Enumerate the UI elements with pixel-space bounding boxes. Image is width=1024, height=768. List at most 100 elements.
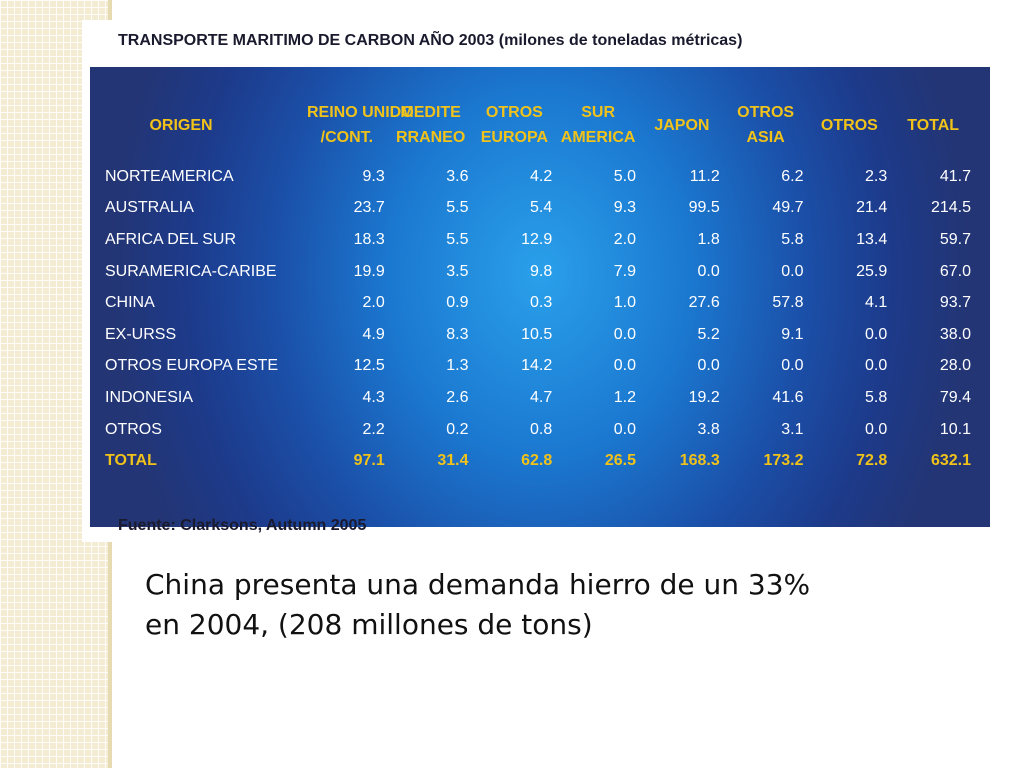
value-cell: 3.5	[446, 262, 469, 280]
column-header-line: /CONT.	[320, 129, 374, 146]
value-cell: 67.0	[939, 262, 971, 280]
body-line: China presenta una demanda hierro de un …	[145, 568, 811, 601]
value-cell: 9.1	[781, 325, 804, 343]
value-cell: 9.3	[613, 199, 636, 217]
value-cell: 57.8	[772, 294, 804, 312]
column-header-line: AMERICA	[560, 129, 636, 146]
value-cell: 9.8	[530, 262, 553, 280]
value-cell: 0.0	[865, 357, 888, 375]
value-cell: 26.5	[604, 452, 636, 470]
column-header-line: EUROPA	[480, 129, 548, 146]
value-cell: 38.0	[939, 325, 971, 343]
value-cell: 28.0	[939, 357, 971, 375]
table-row: CHINA 2.0 0.9 0.3 1.0 27.6 57.8 4.1 93.7	[105, 287, 975, 319]
value-cell: 632.1	[930, 452, 971, 470]
value-cell: 1.0	[613, 294, 636, 312]
value-cell: 93.7	[939, 294, 971, 312]
value-cell: 4.9	[362, 325, 385, 343]
table-header-row: ORIGEN REINO UNIDO/CONT. MEDITE RRANEO OTROS…	[105, 89, 975, 161]
table-panel: ORIGEN REINO UNIDO/CONT. MEDITE RRANEO OTROS…	[90, 67, 990, 527]
value-cell: 5.5	[446, 230, 469, 248]
column-header-line: REINO UNIDO	[307, 104, 414, 121]
value-cell: 1.8	[697, 230, 720, 248]
value-cell: 41.6	[772, 388, 804, 406]
value-cell: 1.2	[613, 388, 636, 406]
value-cell: 2.2	[362, 420, 385, 438]
value-cell: 18.3	[353, 230, 385, 248]
value-cell: 2.6	[446, 388, 469, 406]
value-cell: 0.2	[446, 420, 469, 438]
value-cell: 3.1	[781, 420, 804, 438]
table-row: INDONESIA 4.3 2.6 4.7 1.2 19.2 41.6 5.8 79.4	[105, 382, 975, 414]
value-cell: 62.8	[521, 452, 553, 470]
value-cell: 59.7	[939, 230, 971, 248]
coal-transport-table: ORIGEN REINO UNIDO/CONT. MEDITE RRANEO OTROS…	[105, 89, 975, 477]
table-total-row: TOTAL 97.1 31.4 62.8 26.5 168.3 173.2 72.8 632.1	[105, 445, 975, 477]
value-cell: 49.7	[772, 199, 804, 217]
value-cell: 0.9	[446, 294, 469, 312]
value-cell: 2.0	[362, 294, 385, 312]
value-cell: 4.3	[362, 388, 385, 406]
value-cell: 12.5	[353, 357, 385, 375]
column-header-line: JAPON	[654, 116, 710, 134]
value-cell: 0.0	[781, 262, 804, 280]
figure-title: TRANSPORTE MARITIMO DE CARBON AÑO 2003 (…	[118, 32, 743, 49]
value-cell: 25.9	[856, 262, 888, 280]
table-row: OTROS 2.2 0.2 0.8 0.0 3.8 3.1 0.0 10.1	[105, 414, 975, 446]
value-cell: 2.0	[613, 230, 636, 248]
column-header: OTROS EUROPA	[473, 89, 557, 161]
column-header: REINO UNIDO/CONT.	[305, 89, 414, 161]
value-cell: 0.3	[530, 294, 553, 312]
column-header-line: TOTAL	[907, 116, 960, 134]
row-origin-cell: AFRICA DEL SUR	[105, 230, 236, 248]
value-cell: 5.2	[697, 325, 720, 343]
table-body: NORTEAMERICA 9.3 3.6 4.2 5.0 11.2 6.2 2.3 41.7 AU…	[105, 161, 975, 477]
table-row: AUSTRALIA 23.7 5.5 5.4 9.3 99.5 49.7 21.4 214.5	[105, 193, 975, 225]
row-origin-cell: OTROS	[105, 420, 162, 438]
value-cell: 5.0	[613, 167, 636, 185]
row-origin-cell: EX-URSS	[105, 325, 177, 343]
table-row: SURAMERICA-CARIBE 19.9 3.5 9.8 7.9 0.0 0.0 25.9…	[105, 256, 975, 288]
value-cell: 4.7	[530, 388, 553, 406]
column-header: OTROS ASIA	[724, 89, 808, 161]
value-cell: 12.9	[521, 230, 553, 248]
value-cell: 0.0	[613, 325, 636, 343]
value-cell: 3.6	[446, 167, 469, 185]
value-cell: 5.4	[530, 199, 553, 217]
table-row: AFRICA DEL SUR 18.3 5.5 12.9 2.0 1.8 5.8 13.4 59…	[105, 224, 975, 256]
value-cell: 7.9	[613, 262, 636, 280]
value-cell: 0.0	[697, 357, 720, 375]
table-figure: TRANSPORTE MARITIMO DE CARBON AÑO 2003 (…	[82, 20, 992, 542]
value-cell: 214.5	[930, 199, 971, 217]
row-origin-cell: OTROS EUROPA ESTE	[105, 357, 279, 375]
value-cell: 23.7	[353, 199, 385, 217]
value-cell: 10.5	[521, 325, 553, 343]
value-cell: 97.1	[353, 452, 385, 470]
column-header: JAPON	[640, 89, 724, 161]
row-origin-cell: INDONESIA	[105, 388, 194, 406]
column-header-line: RRANEO	[395, 129, 466, 146]
value-cell: 19.9	[353, 262, 385, 280]
value-cell: 0.0	[865, 420, 888, 438]
value-cell: 0.0	[865, 325, 888, 343]
body-line: en 2004, (208 millones de tons)	[145, 608, 593, 641]
row-origin-cell: TOTAL	[105, 452, 157, 470]
value-cell: 99.5	[688, 199, 720, 217]
value-cell: 5.8	[865, 388, 888, 406]
column-header: ORIGEN	[105, 89, 305, 161]
value-cell: 1.3	[446, 357, 469, 375]
value-cell: 6.2	[781, 167, 804, 185]
column-header-line: MEDITE	[400, 104, 461, 121]
value-cell: 0.8	[530, 420, 553, 438]
value-cell: 9.3	[362, 167, 385, 185]
row-origin-cell: AUSTRALIA	[105, 199, 194, 217]
value-cell: 79.4	[939, 388, 971, 406]
table-row: NORTEAMERICA 9.3 3.6 4.2 5.0 11.2 6.2 2.3 41.7	[105, 161, 975, 193]
body-text: China presenta una demanda hierro de un …	[145, 565, 810, 645]
column-header-line: OTROS	[737, 104, 795, 121]
column-header-line: OTROS	[820, 116, 878, 134]
column-header: SUR AMERICA	[556, 89, 640, 161]
value-cell: 27.6	[688, 294, 720, 312]
column-header-line: OTROS	[485, 104, 543, 121]
value-cell: 3.8	[697, 420, 720, 438]
